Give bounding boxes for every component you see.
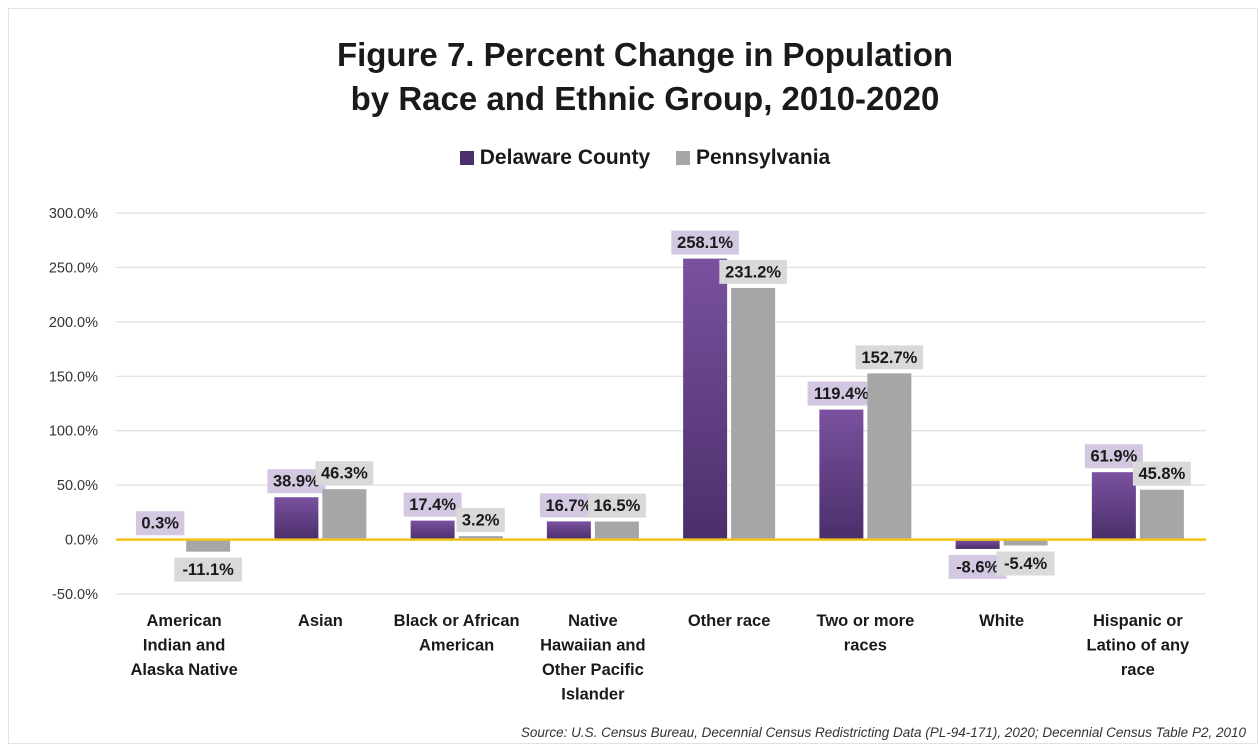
- x-tick-label: Islander: [561, 686, 625, 704]
- data-label: 17.4%: [409, 496, 456, 514]
- x-tick-label: Hispanic or: [1093, 612, 1183, 630]
- data-label-bg: [996, 551, 1055, 576]
- x-tick-label: American: [147, 612, 222, 630]
- x-tick-label: Latino of any: [1087, 637, 1190, 655]
- data-label: 119.4%: [814, 385, 869, 403]
- bar: [1091, 472, 1136, 540]
- bar: [546, 521, 591, 540]
- x-tick-label: race: [1121, 661, 1155, 679]
- x-tick-label: Other race: [688, 612, 771, 630]
- data-label-bg: [719, 259, 787, 284]
- bar: [322, 489, 367, 540]
- x-tick-label: Indian and: [143, 637, 226, 655]
- data-label: 0.3%: [141, 515, 179, 533]
- bar: [819, 409, 864, 540]
- data-label: -11.1%: [182, 561, 234, 579]
- data-label: 16.7%: [545, 497, 592, 515]
- data-label: 61.9%: [1090, 448, 1137, 466]
- data-label-bg: [174, 557, 242, 582]
- data-label: -8.6%: [956, 558, 999, 576]
- data-label: 16.5%: [593, 497, 640, 515]
- x-tick-label: Asian: [298, 612, 343, 630]
- bar: [731, 287, 776, 540]
- bar: [955, 539, 1000, 549]
- bar: [410, 520, 455, 540]
- data-label: 258.1%: [677, 234, 733, 252]
- legend-swatch-delaware: [459, 151, 474, 165]
- data-label-bg: [315, 461, 374, 486]
- bar: [1139, 489, 1184, 540]
- data-label-bg: [1132, 461, 1191, 486]
- x-tick-label: Alaska Native: [130, 661, 237, 679]
- x-tick-label: American: [419, 637, 494, 655]
- data-label: 46.3%: [321, 465, 368, 483]
- legend-item-pennsylvania: Pennsylvania: [676, 143, 830, 173]
- legend-item-delaware: Delaware County: [459, 143, 651, 173]
- data-label-bg: [807, 381, 876, 406]
- bar: [683, 258, 728, 540]
- x-tick-label: Other Pacific: [542, 661, 644, 679]
- y-tick-label: -50.0%: [52, 587, 98, 603]
- bar: [867, 373, 912, 540]
- data-label: 231.2%: [725, 263, 781, 281]
- y-tick-label: 0.0%: [65, 533, 98, 549]
- source-note: Source: U.S. Census Bureau, Decennial Ce…: [520, 725, 1246, 740]
- x-tick-label: Hawaiian and: [540, 637, 645, 655]
- data-label-bg: [587, 493, 646, 518]
- chart-title-line-1: Figure 7. Percent Change in Population: [336, 36, 954, 73]
- y-tick-label: 300.0%: [49, 206, 98, 222]
- data-label: 152.7%: [861, 349, 917, 367]
- bar: [458, 536, 503, 540]
- data-label-bg: [403, 492, 462, 517]
- y-tick-label: 250.0%: [49, 260, 98, 276]
- data-label-bg: [855, 345, 924, 370]
- y-tick-label: 100.0%: [49, 424, 98, 440]
- x-tick-label: Two or more: [816, 612, 914, 630]
- x-tick-label: Black or African: [394, 612, 520, 630]
- bar: [1003, 539, 1048, 546]
- data-label: 45.8%: [1138, 465, 1185, 483]
- data-label: 38.9%: [273, 473, 320, 491]
- legend: Delaware County Pennsylvania: [0, 143, 1260, 173]
- legend-label-pennsylvania: Pennsylvania: [696, 146, 831, 169]
- legend-swatch-pennsylvania: [676, 151, 690, 165]
- y-tick-label: 200.0%: [49, 315, 98, 331]
- chart-title-line-2: by Race and Ethnic Group, 2010-2020: [350, 80, 940, 117]
- data-label: -5.4%: [1004, 555, 1047, 573]
- x-tick-label: White: [979, 612, 1024, 630]
- data-label-bg: [135, 511, 185, 536]
- x-tick-label: Native: [568, 612, 618, 630]
- data-label: 3.2%: [462, 512, 500, 530]
- bar: [186, 539, 231, 552]
- data-label-bg: [456, 508, 505, 533]
- bar: [274, 497, 319, 540]
- y-tick-label: 50.0%: [57, 478, 98, 494]
- legend-label-delaware: Delaware County: [479, 146, 651, 169]
- data-label-bg: [671, 230, 739, 255]
- bar: [594, 521, 639, 540]
- y-tick-label: 150.0%: [49, 369, 98, 385]
- x-tick-label: races: [844, 637, 887, 655]
